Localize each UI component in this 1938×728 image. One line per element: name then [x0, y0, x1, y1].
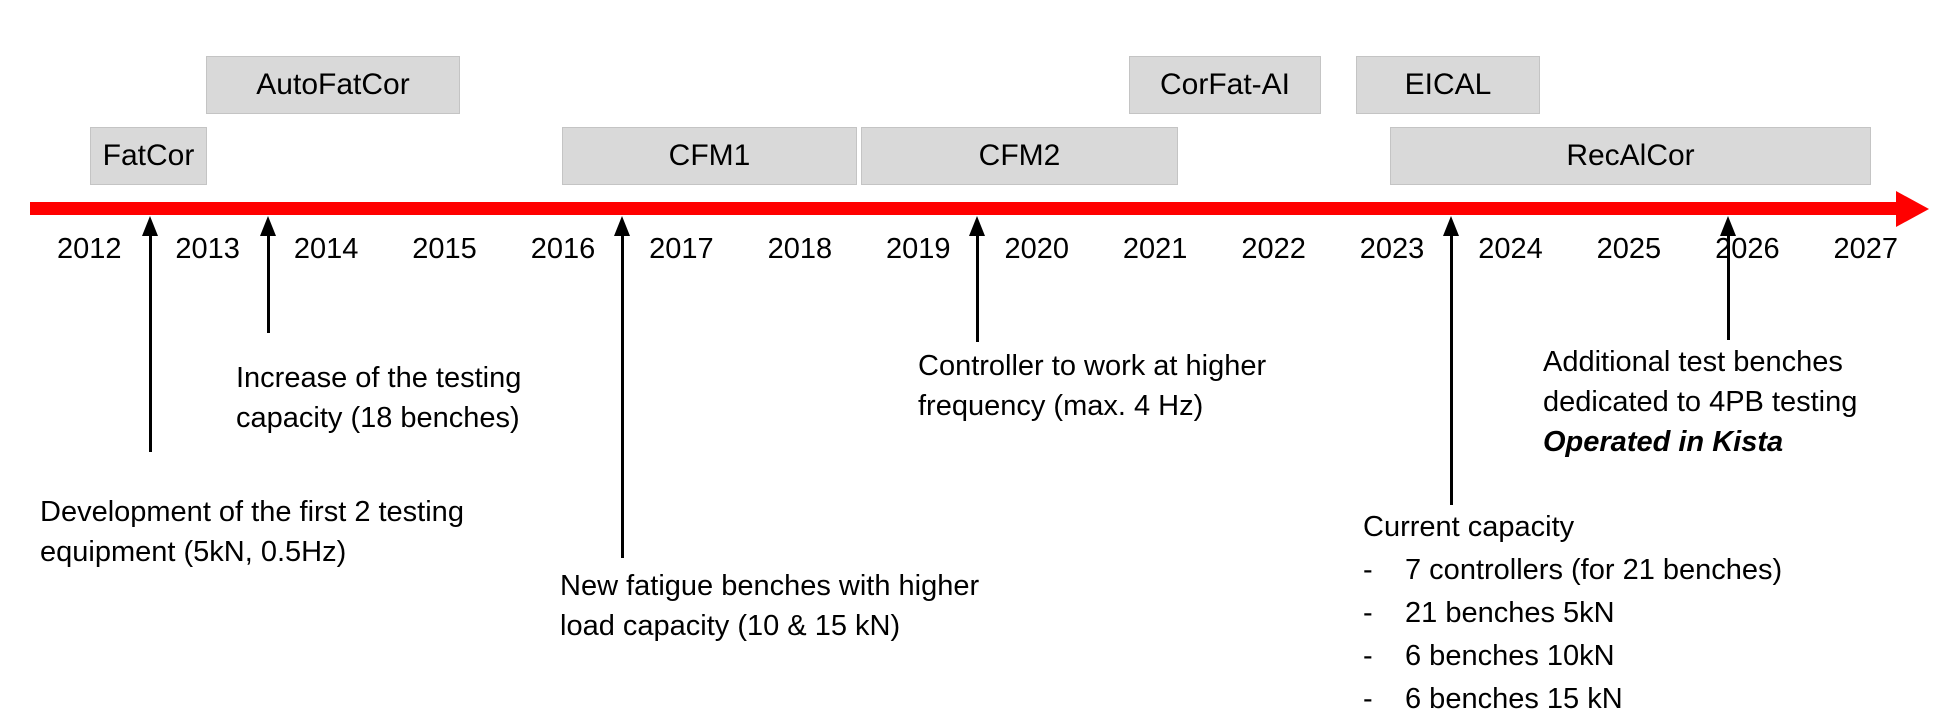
milestone-arrow-controller [969, 216, 985, 342]
note-capacity-item: - 21 benches 5kN [1363, 592, 1782, 635]
note-capacity-item: - 7 controllers (for 21 benches) [1363, 549, 1782, 592]
year-labels-row: 2012 2013 2014 2015 2016 2017 2018 2019 … [30, 233, 1925, 265]
note-capacity-heading: Current capacity [1363, 511, 1575, 543]
year-label: 2017 [649, 233, 714, 265]
project-box-recalcor: RecAlCor [1390, 127, 1871, 185]
year-label: 2024 [1478, 233, 1543, 265]
milestone-arrow-development [142, 216, 158, 452]
year-label: 2021 [1122, 233, 1188, 265]
project-box-fatcor: FatCor [90, 127, 207, 185]
note-development-line2: equipment (5kN, 0.5Hz) [40, 536, 347, 568]
milestone-arrow-new-benches [614, 216, 630, 558]
year-label: 2018 [767, 233, 833, 265]
note-capacity-item-text: 6 benches 10kN [1405, 640, 1615, 672]
milestone-arrow-capacity [1443, 216, 1459, 505]
milestone-arrow-increase [260, 216, 276, 333]
note-capacity-item: - 6 benches 10kN [1363, 635, 1782, 678]
project-box-cfm1: CFM1 [562, 127, 857, 185]
timeline-axis-arrow [30, 190, 1929, 227]
year-label: 2026 [1715, 233, 1780, 265]
year-label: 2019 [886, 233, 951, 265]
project-box-cfm2: CFM2 [861, 127, 1178, 185]
note-increase-line2: capacity (18 benches) [236, 402, 520, 434]
note-increase: Increase of the testing capacity (18 ben… [236, 358, 521, 438]
note-capacity-item-text: 7 controllers (for 21 benches) [1405, 554, 1783, 586]
note-controller-line1: Controller to work at higher [918, 350, 1267, 382]
year-label: 2023 [1359, 233, 1425, 265]
year-label: 2015 [412, 233, 477, 265]
project-box-autofatcor: AutoFatCor [206, 56, 460, 114]
year-label: 2013 [175, 233, 240, 265]
bullet-dash: - [1363, 597, 1373, 629]
year-label: 2022 [1241, 233, 1306, 265]
note-additional-line2: dedicated to 4PB testing [1543, 386, 1858, 418]
year-label: 2012 [56, 233, 122, 265]
year-label: 2027 [1833, 233, 1899, 265]
note-controller: Controller to work at higher frequency (… [918, 346, 1266, 426]
bullet-dash: - [1363, 640, 1373, 672]
year-label: 2016 [530, 233, 596, 265]
year-label: 2014 [293, 233, 359, 265]
note-additional: Additional test benches dedicated to 4PB… [1543, 342, 1857, 462]
note-increase-line1: Increase of the testing [236, 362, 522, 394]
note-new-benches-line1: New fatigue benches with higher [560, 570, 980, 602]
note-development: Development of the first 2 testing equip… [40, 492, 464, 572]
year-label: 2020 [1004, 233, 1069, 265]
note-controller-line2: frequency (max. 4 Hz) [918, 390, 1204, 422]
note-development-line1: Development of the first 2 testing [40, 496, 464, 528]
note-additional-line3: Operated in Kista [1543, 426, 1784, 458]
milestone-arrow-additional [1720, 216, 1736, 340]
note-capacity-item: - 6 benches 15 kN [1363, 678, 1782, 721]
note-additional-line1: Additional test benches [1543, 346, 1843, 378]
note-capacity: Current capacity - 7 controllers (for 21… [1363, 506, 1782, 721]
note-new-benches: New fatigue benches with higher load cap… [560, 566, 979, 646]
project-box-eical: EICAL [1356, 56, 1540, 114]
bullet-dash: - [1363, 683, 1373, 715]
note-new-benches-line2: load capacity (10 & 15 kN) [560, 610, 901, 642]
note-capacity-item-text: 21 benches 5kN [1405, 597, 1615, 629]
bullet-dash: - [1363, 554, 1373, 586]
year-label: 2025 [1596, 233, 1662, 265]
project-box-corfat-ai: CorFat-AI [1129, 56, 1321, 114]
note-capacity-item-text: 6 benches 15 kN [1405, 683, 1623, 715]
